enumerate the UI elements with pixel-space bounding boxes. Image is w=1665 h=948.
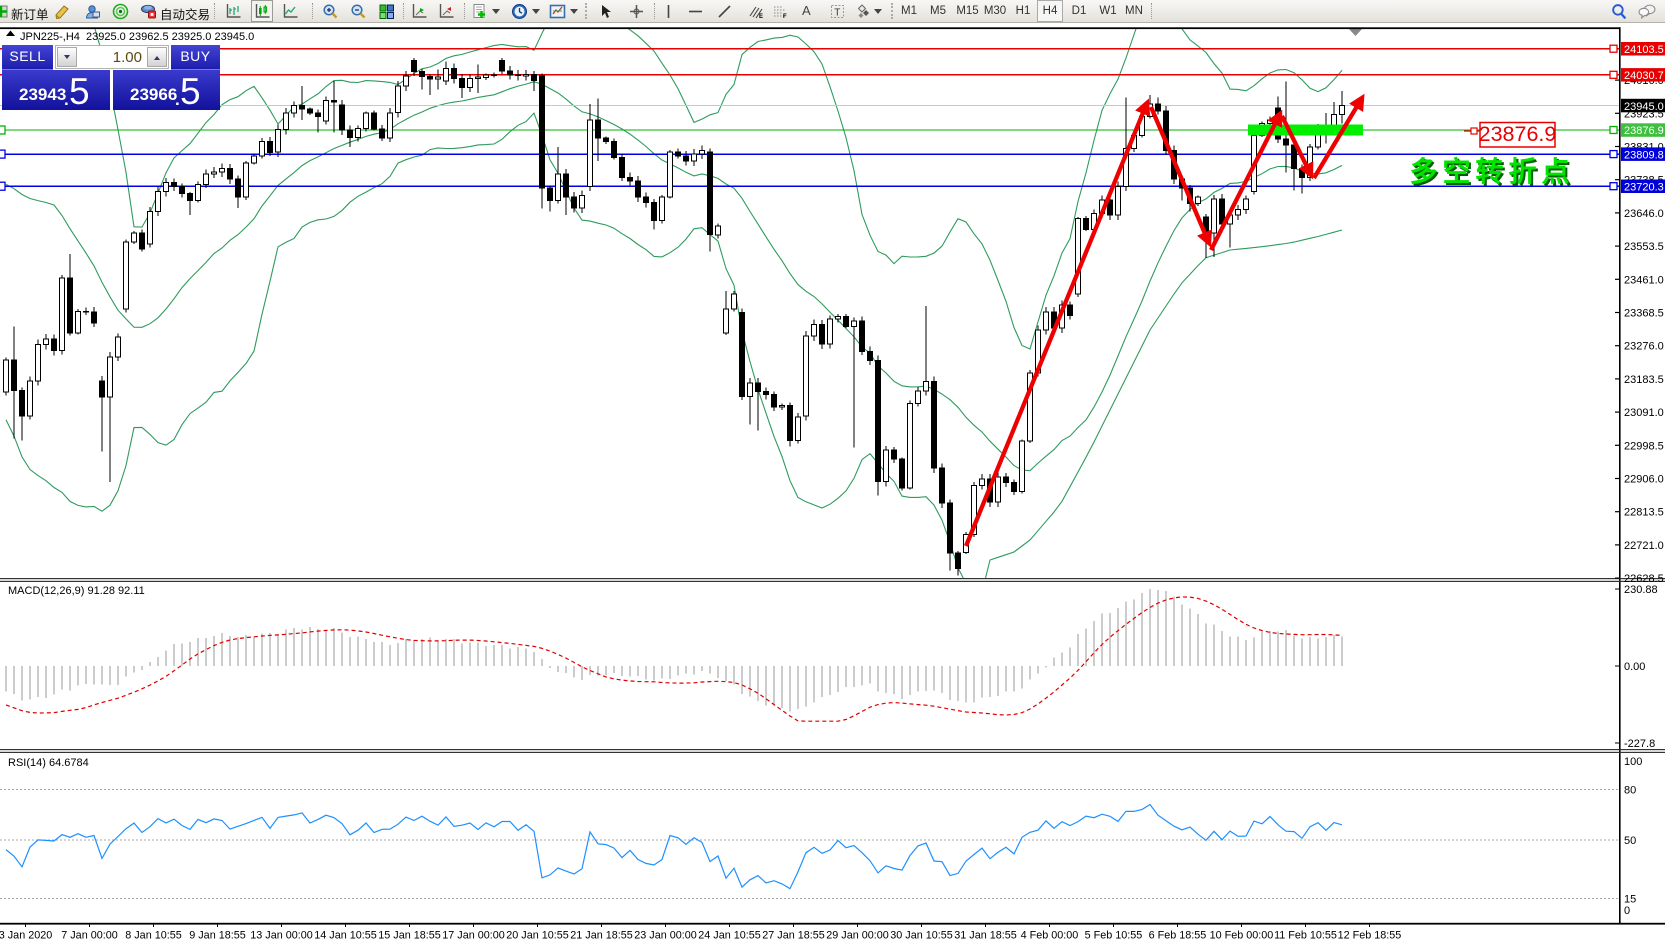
svg-text:24 Jan 10:55: 24 Jan 10:55 (698, 930, 760, 942)
svg-text:23091.0: 23091.0 (1624, 407, 1664, 419)
svg-text:8 Jan 10:55: 8 Jan 10:55 (125, 930, 181, 942)
svg-text:30 Jan 10:55: 30 Jan 10:55 (890, 930, 952, 942)
svg-text:多空转折点: 多空转折点 (1409, 155, 1574, 187)
svg-text:RSI(14) 64.6784: RSI(14) 64.6784 (8, 757, 89, 769)
svg-text:F: F (783, 14, 787, 20)
svg-text:23553.5: 23553.5 (1624, 241, 1664, 253)
svg-text:E: E (759, 14, 763, 20)
svg-text:MACD(12,26,9) 91.28 92.11: MACD(12,26,9) 91.28 92.11 (8, 585, 145, 597)
svg-text:23720.3: 23720.3 (1624, 181, 1664, 193)
svg-text:230.88: 230.88 (1624, 584, 1658, 596)
svg-text:80: 80 (1624, 785, 1636, 797)
svg-text:23461.0: 23461.0 (1624, 274, 1664, 286)
svg-text:多空转折点: 多空转折点 (1411, 157, 1576, 189)
svg-text:27 Jan 18:55: 27 Jan 18:55 (762, 930, 824, 942)
svg-text:50: 50 (1624, 835, 1636, 847)
svg-text:JPN225-,H4 23925.0 23962.5 23: JPN225-,H4 23925.0 23962.5 23925.0 23945… (20, 31, 254, 43)
svg-text:23368.5: 23368.5 (1624, 308, 1664, 320)
svg-text:4 Feb 00:00: 4 Feb 00:00 (1021, 930, 1079, 942)
svg-text:11 Feb 10:55: 11 Feb 10:55 (1274, 930, 1337, 942)
svg-text:17 Jan 00:00: 17 Jan 00:00 (442, 930, 504, 942)
svg-text:22998.5: 22998.5 (1624, 440, 1664, 452)
svg-text:12 Feb 18:55: 12 Feb 18:55 (1338, 930, 1402, 942)
svg-text:23276.0: 23276.0 (1624, 341, 1664, 353)
svg-text:23876.9: 23876.9 (1624, 125, 1664, 137)
svg-text:-227.8: -227.8 (1624, 738, 1655, 750)
svg-text:100: 100 (1624, 756, 1642, 768)
svg-text:10 Feb 00:00: 10 Feb 00:00 (1210, 930, 1274, 942)
svg-text:14 Jan 10:55: 14 Jan 10:55 (314, 930, 376, 942)
svg-text:22721.0: 22721.0 (1624, 540, 1664, 552)
svg-text:3 Jan 2020: 3 Jan 2020 (0, 930, 52, 942)
svg-text:23945.0: 23945.0 (1624, 101, 1664, 113)
svg-text:7 Jan 00:00: 7 Jan 00:00 (61, 930, 117, 942)
svg-text:24103.5: 24103.5 (1624, 44, 1664, 56)
svg-text:5 Feb 10:55: 5 Feb 10:55 (1085, 930, 1143, 942)
svg-text:0: 0 (1624, 905, 1630, 917)
svg-text:31 Jan 18:55: 31 Jan 18:55 (954, 930, 1016, 942)
svg-text:20 Jan 10:55: 20 Jan 10:55 (506, 930, 568, 942)
svg-text:24030.7: 24030.7 (1624, 70, 1664, 82)
svg-text:15: 15 (1624, 894, 1636, 906)
svg-text:23183.5: 23183.5 (1624, 374, 1664, 386)
svg-text:23809.8: 23809.8 (1624, 149, 1664, 161)
svg-text:23 Jan 00:00: 23 Jan 00:00 (634, 930, 696, 942)
svg-text:15 Jan 18:55: 15 Jan 18:55 (378, 930, 440, 942)
svg-text:22628.5: 22628.5 (1624, 573, 1664, 585)
svg-text:23646.0: 23646.0 (1624, 208, 1664, 220)
svg-text:13 Jan 00:00: 13 Jan 00:00 (250, 930, 312, 942)
svg-text:22906.0: 22906.0 (1624, 474, 1664, 486)
svg-text:22813.5: 22813.5 (1624, 507, 1664, 519)
svg-text:6 Feb 18:55: 6 Feb 18:55 (1149, 930, 1207, 942)
svg-text:21 Jan 18:55: 21 Jan 18:55 (570, 930, 632, 942)
svg-text:23876.9: 23876.9 (1479, 122, 1557, 146)
svg-text:T: T (834, 7, 840, 18)
svg-text:0.00: 0.00 (1624, 661, 1645, 673)
svg-text:9 Jan 18:55: 9 Jan 18:55 (189, 930, 245, 942)
svg-text:29 Jan 00:00: 29 Jan 00:00 (826, 930, 888, 942)
